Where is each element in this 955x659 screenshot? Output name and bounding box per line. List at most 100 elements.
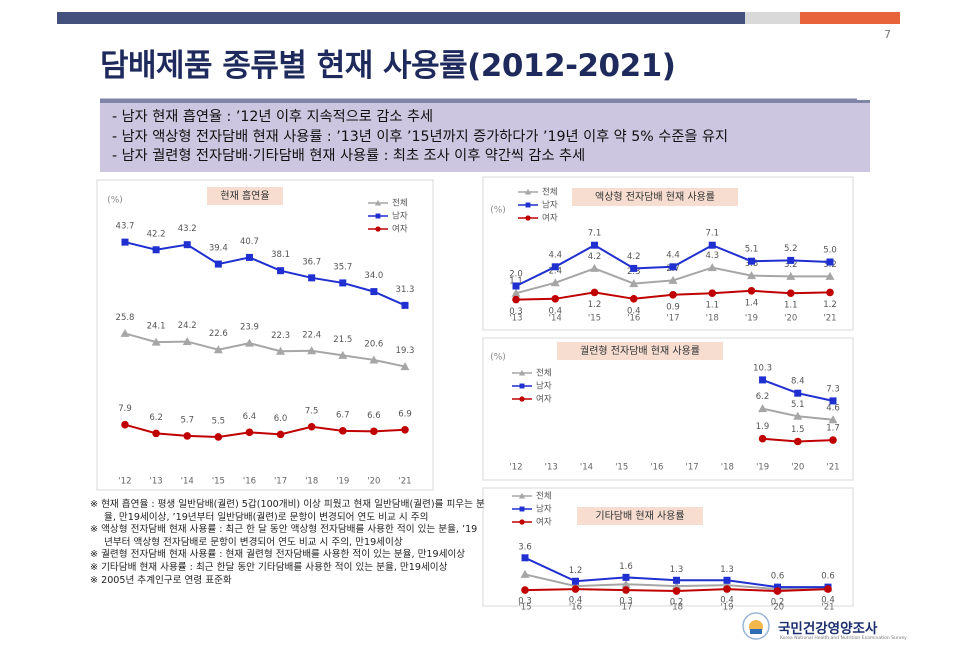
x-tick-label: '18 [670,603,683,613]
data-point [307,346,317,355]
data-point [213,345,223,354]
data-point [369,355,379,364]
value-label: 0.6 [771,572,785,582]
value-label: 22.3 [271,331,290,341]
summary-box: - 남자 현재 흡연율 : ’12년 이후 지속적으로 감소 추세 - 남자 액상… [100,100,870,172]
value-label: 5.1 [745,245,759,255]
legend-label: 남자 [392,212,408,222]
x-tick-label: '14 [580,463,593,473]
value-label: 19.3 [396,346,415,356]
value-label: 0.3 [518,597,532,607]
value-label: 42.2 [147,229,166,239]
notes: ※ 현재 흡연율 : 평생 일반담배(궐련) 5갑(100개비) 이상 피웠고 … [90,499,485,587]
legend-marker [518,492,526,499]
value-label: 1.5 [791,425,805,435]
data-point [338,427,347,435]
legend-label: 여자 [536,394,552,405]
value-label: 5.1 [791,400,805,410]
value-label: 3.2 [784,260,798,270]
legend-label: 전체 [392,198,408,209]
legend-marker [525,215,531,221]
data-point [668,275,678,284]
x-tick-label: '16 [650,463,663,473]
data-point [244,338,254,347]
x-tick-label: '15 [212,477,225,487]
value-label: 0.2 [670,598,684,608]
legend-label: 여자 [392,224,408,235]
data-point [120,328,130,337]
data-point [521,554,529,562]
top-bar [800,12,900,24]
x-tick-label: '17 [666,314,679,324]
value-label: 6.4 [243,412,257,422]
x-tick-label: '17 [619,603,632,613]
value-label: 5.7 [180,415,194,425]
x-tick-label: '20 [784,314,797,324]
data-point [550,278,560,287]
data-point [825,271,835,280]
value-label: 0.2 [771,598,785,608]
data-point [277,267,285,275]
value-label: 1.7 [826,424,840,434]
x-tick-label: '19 [756,463,769,473]
data-point [339,279,347,287]
data-point [551,263,559,271]
data-point [590,263,599,272]
value-label: 1.4 [745,298,759,308]
value-label: 39.4 [209,244,228,254]
x-tick-label: '19 [336,477,349,487]
data-point [748,257,755,265]
top-bar [57,12,745,24]
data-point [571,585,580,593]
data-point [826,288,834,297]
value-label: 2.3 [627,267,641,277]
note: ※ 궐련형 전자담배 현재 사용률 : 현재 궐련형 전자담배를 사용한 적이 … [90,549,466,561]
data-point [276,430,285,439]
data-point [669,291,677,299]
data-point [121,238,129,246]
value-label: 2.0 [509,270,523,280]
value-label: 6.6 [367,411,381,421]
value-label: 36.7 [302,257,321,267]
data-point [669,263,677,271]
series-line [124,241,406,307]
legend-label: 전체 [542,187,558,198]
value-label: 7.5 [305,406,319,416]
value-label: 1.1 [705,301,719,311]
legend-label: 남자 [536,382,552,392]
x-tick-label: '18 [706,314,719,324]
value-label: 4.4 [666,250,680,260]
data-point [214,260,222,268]
chart-panel [482,337,854,481]
legend-label: 남자 [536,505,552,515]
value-label: 24.2 [178,321,197,331]
y-axis-label: (%) [490,353,506,363]
data-point [707,263,717,272]
data-point [828,415,838,424]
legend-marker [519,519,525,525]
data-point [370,427,378,436]
x-tick-label: '20 [367,477,380,487]
data-point [708,241,716,249]
x-tick-label: '14 [181,477,194,487]
x-tick-label: '19 [745,314,758,324]
data-point [183,241,191,249]
value-label: 4.3 [705,251,719,261]
bullet: - 남자 액상형 전자담배 현재 사용률 : ’13년 이후 ’15년까지 증가… [112,128,729,145]
value-label: 0.9 [666,302,680,312]
data-point [629,295,638,303]
top-bar [745,12,800,24]
x-tick-label: '15 [518,603,531,613]
legend-label: 남자 [542,201,558,211]
value-label: 0.4 [569,596,583,606]
data-point [786,271,796,280]
value-label: 25.8 [116,313,135,323]
data-point [759,376,767,384]
value-label: 7.9 [118,404,132,414]
legend-marker [524,188,532,195]
x-tick-label: '14 [549,314,562,324]
chart-title-box [572,188,738,206]
data-point [723,576,731,584]
data-point [793,437,802,446]
